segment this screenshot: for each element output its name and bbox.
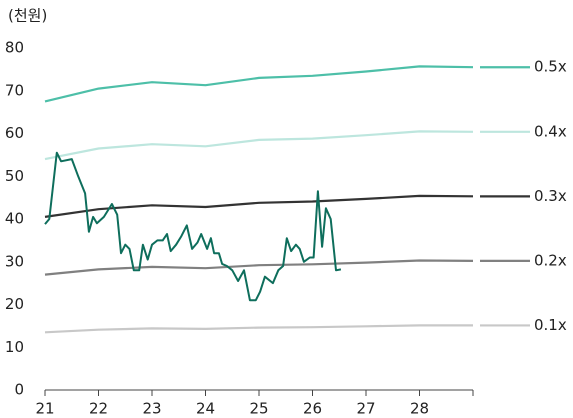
legend-label: 0.3x xyxy=(534,187,567,205)
y-tick-label: 20 xyxy=(5,295,24,313)
series-line xyxy=(44,130,474,161)
y-tick-label: 40 xyxy=(5,210,24,228)
series-line xyxy=(44,151,342,302)
y-tick-label: 60 xyxy=(5,124,24,142)
series-line xyxy=(44,324,473,334)
x-tick-label: 21 xyxy=(35,400,54,418)
y-tick-label: 80 xyxy=(5,39,24,57)
legend-label: 0.5x xyxy=(534,58,567,76)
series-line xyxy=(44,259,474,276)
y-tick-label: 0 xyxy=(14,381,24,399)
legend-label: 0.4x xyxy=(534,122,567,140)
y-tick-label: 50 xyxy=(5,167,24,185)
y-tick-label: 10 xyxy=(5,338,24,356)
x-tick-label: 27 xyxy=(356,400,375,418)
legend-label: 0.2x xyxy=(534,251,567,269)
y-tick-label: 70 xyxy=(5,81,24,99)
x-tick-label: 25 xyxy=(249,400,268,418)
y-tick-label: 30 xyxy=(5,252,24,270)
x-tick-label: 24 xyxy=(196,400,215,418)
x-tick-label: 26 xyxy=(303,400,322,418)
x-tick-label: 23 xyxy=(142,400,161,418)
x-tick-label: 28 xyxy=(410,400,429,418)
x-tick-label: 22 xyxy=(89,400,108,418)
legend-label: 0.1x xyxy=(534,316,567,334)
series-line xyxy=(44,194,474,218)
series-line xyxy=(44,65,474,103)
unit-label: (천원) xyxy=(8,7,47,25)
